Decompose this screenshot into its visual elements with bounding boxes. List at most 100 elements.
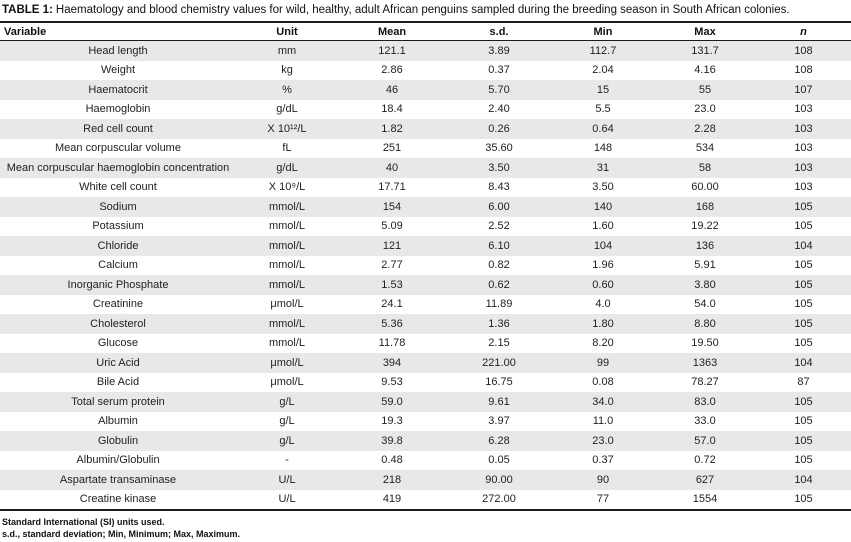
- table-row: Haematocrit% 46 5.70 15 55 107: [0, 80, 851, 100]
- cell-variable: Potassium: [92, 220, 144, 233]
- table-row: Head length mm 121.1 3.89 112.7 131.7 108: [0, 40, 851, 61]
- cell-max: 627: [695, 473, 715, 486]
- table-caption-text: Haematology and blood chemistry values f…: [55, 4, 790, 16]
- cell-min: 104: [593, 239, 613, 252]
- table-row: Creatine kinase U/L 419 272.00 77 1554 105: [0, 489, 851, 511]
- cell-mean: 251: [382, 142, 402, 155]
- cell-unit: kg: [281, 64, 293, 77]
- cell-min: 3.50: [592, 181, 614, 194]
- cell-sd: 2.52: [488, 220, 510, 233]
- cell-mean: 11.78: [378, 337, 406, 350]
- cell-variable: Calcium: [98, 259, 138, 272]
- cell-unit: mmol/L: [268, 220, 306, 233]
- cell-min: 34.0: [592, 395, 614, 408]
- cell-min: 2.04: [592, 64, 614, 77]
- cell-variable: Head length: [88, 44, 148, 57]
- cell-variable: Red cell count: [83, 122, 153, 135]
- cell-sd: 9.61: [488, 395, 510, 408]
- table-row: Globulin g/L 39.8 6.28 23.0 57.0 105: [0, 431, 851, 451]
- cell-unit: μmol/L: [270, 356, 304, 369]
- cell-variable: Aspartate transaminase: [59, 473, 177, 486]
- cell-min: 0.64: [592, 122, 614, 135]
- cell-n: 105: [794, 278, 813, 291]
- cell-min: 5.5: [595, 103, 611, 116]
- cell-sd: 0.82: [488, 259, 510, 272]
- cell-mean: 218: [382, 473, 402, 486]
- cell-sd: 6.10: [488, 239, 510, 252]
- cell-variable: Mean corpuscular haemoglobin concentrati…: [6, 161, 230, 174]
- cell-sd: 0.62: [488, 278, 510, 291]
- cell-sd: 272.00: [446, 489, 552, 511]
- cell-n: 105: [794, 298, 813, 311]
- cell-max: 0.72: [694, 454, 716, 467]
- cell-unit: X 10⁹/L: [268, 181, 306, 194]
- header-n: n: [756, 21, 851, 41]
- header-min: Min: [552, 21, 654, 41]
- cell-max: 78.27: [691, 376, 719, 389]
- table-row: Mean corpuscular volume fL 251 35.60 148 534 1…: [0, 139, 851, 159]
- cell-mean: 419: [338, 489, 446, 511]
- cell-unit: -: [285, 454, 289, 467]
- table-row: Cholesterol mmol/L 5.36 1.36 1.80 8.80 105: [0, 314, 851, 334]
- cell-mean: 18.4: [381, 103, 403, 116]
- cell-max: 1363: [692, 356, 718, 369]
- cell-variable: Creatine kinase: [0, 489, 236, 511]
- cell-unit: g/dL: [276, 103, 298, 116]
- cell-sd: 2.15: [488, 337, 510, 350]
- cell-variable: Creatinine: [92, 298, 144, 311]
- cell-mean: 1.53: [381, 278, 403, 291]
- header-mean: Mean: [338, 21, 446, 41]
- header-variable: Variable: [0, 21, 236, 41]
- header-max: Max: [654, 21, 756, 41]
- cell-max: 168: [695, 200, 715, 213]
- cell-unit: U/L: [278, 473, 296, 486]
- cell-n: 103: [794, 161, 813, 174]
- table-body: Head length mm 121.1 3.89 112.7 131.7 108 Weigh…: [0, 40, 851, 511]
- cell-unit: mmol/L: [268, 239, 306, 252]
- cell-unit: mmol/L: [268, 317, 306, 330]
- cell-variable: Haematocrit: [88, 83, 148, 96]
- table-caption: TABLE 1: Haematology and blood chemistry …: [0, 0, 851, 21]
- cell-min: 99: [596, 356, 610, 369]
- cell-variable: Weight: [100, 64, 136, 77]
- cell-unit: g/dL: [276, 161, 298, 174]
- cell-sd: 8.43: [488, 181, 510, 194]
- cell-n: 104: [794, 356, 813, 369]
- cell-variable: Glucose: [97, 337, 139, 350]
- cell-n: 103: [794, 103, 813, 116]
- cell-unit: μmol/L: [270, 376, 304, 389]
- cell-variable: Inorganic Phosphate: [67, 278, 169, 291]
- cell-unit: X 10¹²/L: [267, 122, 307, 135]
- cell-variable: Globulin: [97, 434, 139, 447]
- cell-min: 23.0: [592, 434, 614, 447]
- cell-sd: 3.50: [488, 161, 510, 174]
- cell-unit: mmol/L: [268, 259, 306, 272]
- cell-min: 4.0: [595, 298, 611, 311]
- cell-mean: 5.09: [381, 220, 403, 233]
- cell-variable: Albumin/Globulin: [76, 454, 160, 467]
- cell-mean: 5.36: [381, 317, 403, 330]
- cell-sd: 6.28: [488, 434, 510, 447]
- table-row: Albumin g/L 19.3 3.97 11.0 33.0 105: [0, 412, 851, 432]
- cell-max: 5.91: [694, 259, 716, 272]
- cell-min: 0.37: [592, 454, 614, 467]
- cell-min: 112.7: [589, 44, 617, 57]
- cell-mean: 46: [385, 83, 399, 96]
- cell-unit: %: [282, 83, 292, 96]
- cell-variable: Albumin: [98, 415, 138, 428]
- cell-unit: fL: [282, 142, 292, 155]
- cell-max: 8.80: [694, 317, 716, 330]
- cell-mean: 394: [382, 356, 402, 369]
- table-row: Potassium mmol/L 5.09 2.52 1.60 19.22 105: [0, 217, 851, 237]
- cell-variable: Sodium: [99, 200, 137, 213]
- cell-mean: 1.82: [381, 122, 403, 135]
- table-row: Inorganic Phosphate mmol/L 1.53 0.62 0.60 3.8…: [0, 275, 851, 295]
- cell-variable: Bile Acid: [96, 376, 140, 389]
- cell-variable: Chloride: [97, 239, 139, 252]
- cell-mean: 9.53: [381, 376, 403, 389]
- cell-n: 105: [794, 220, 813, 233]
- cell-sd: 0.05: [488, 454, 510, 467]
- cell-unit: g/L: [279, 415, 295, 428]
- cell-min: 90: [596, 473, 610, 486]
- cell-n: 104: [794, 473, 813, 486]
